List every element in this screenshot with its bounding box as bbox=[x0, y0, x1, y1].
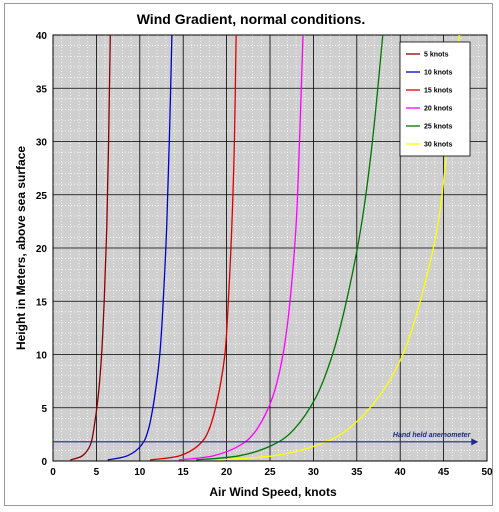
x-tick-label: 5 bbox=[94, 467, 100, 478]
legend: 5 knots 10 knots 15 knots 20 knots 25 knots 3… bbox=[399, 41, 471, 157]
x-tick-label: 35 bbox=[351, 467, 363, 478]
x-axis-label: Air Wind Speed, knots bbox=[209, 485, 337, 499]
series-line-15-knots bbox=[150, 34, 237, 461]
legend-entry: 10 knots bbox=[424, 70, 453, 77]
y-tick-label: 20 bbox=[36, 244, 48, 255]
series-line-10-knots bbox=[107, 34, 173, 461]
legend-entry: 5 knots bbox=[424, 52, 449, 59]
y-tick-label: 0 bbox=[41, 457, 47, 468]
x-tick-label: 15 bbox=[178, 467, 190, 478]
legend-entry: 20 knots bbox=[424, 106, 453, 113]
x-tick-label: 10 bbox=[134, 467, 146, 478]
annotation-layer: Hand held anemometer bbox=[53, 432, 479, 446]
y-tick-label: 25 bbox=[36, 191, 48, 202]
y-tick-label: 5 bbox=[41, 404, 47, 415]
series-line-20-knots bbox=[178, 34, 304, 461]
legend-entry: 15 knots bbox=[424, 88, 453, 95]
y-tick-label: 15 bbox=[36, 297, 48, 308]
wind-gradient-chart: Wind Gradient, normal conditions. 0 5 10 15… bbox=[14, 11, 493, 499]
y-tick-label: 40 bbox=[36, 31, 48, 42]
x-axis-ticks: 0 5 10 15 20 25 30 35 40 45 50 bbox=[50, 467, 493, 478]
y-tick-label: 10 bbox=[36, 351, 48, 362]
chart-title: Wind Gradient, normal conditions. bbox=[137, 11, 366, 27]
x-tick-label: 50 bbox=[481, 467, 493, 478]
x-tick-label: 25 bbox=[264, 467, 276, 478]
legend-box bbox=[399, 41, 471, 157]
series-lines bbox=[70, 34, 460, 461]
x-tick-label: 30 bbox=[308, 467, 320, 478]
y-axis-ticks: 0 5 10 15 20 25 30 35 40 bbox=[36, 31, 48, 468]
x-tick-label: 45 bbox=[438, 467, 450, 478]
chart-frame: Wind Gradient, normal conditions. 0 5 10 15… bbox=[4, 3, 493, 506]
anemometer-arrowhead bbox=[471, 438, 479, 446]
series-line-30-knots bbox=[217, 34, 460, 461]
x-tick-label: 20 bbox=[221, 467, 233, 478]
series-line-25-knots bbox=[196, 34, 384, 461]
series-line-5-knots bbox=[70, 34, 111, 461]
x-tick-label: 40 bbox=[395, 467, 407, 478]
legend-entry: 30 knots bbox=[424, 142, 453, 149]
legend-entry: 25 knots bbox=[424, 124, 453, 131]
y-tick-label: 30 bbox=[36, 138, 48, 149]
x-tick-label: 0 bbox=[50, 467, 56, 478]
y-tick-label: 35 bbox=[36, 84, 48, 95]
y-axis-label: Height in Meters, above sea surface bbox=[14, 146, 28, 350]
anemometer-label: Hand held anemometer bbox=[393, 432, 472, 439]
